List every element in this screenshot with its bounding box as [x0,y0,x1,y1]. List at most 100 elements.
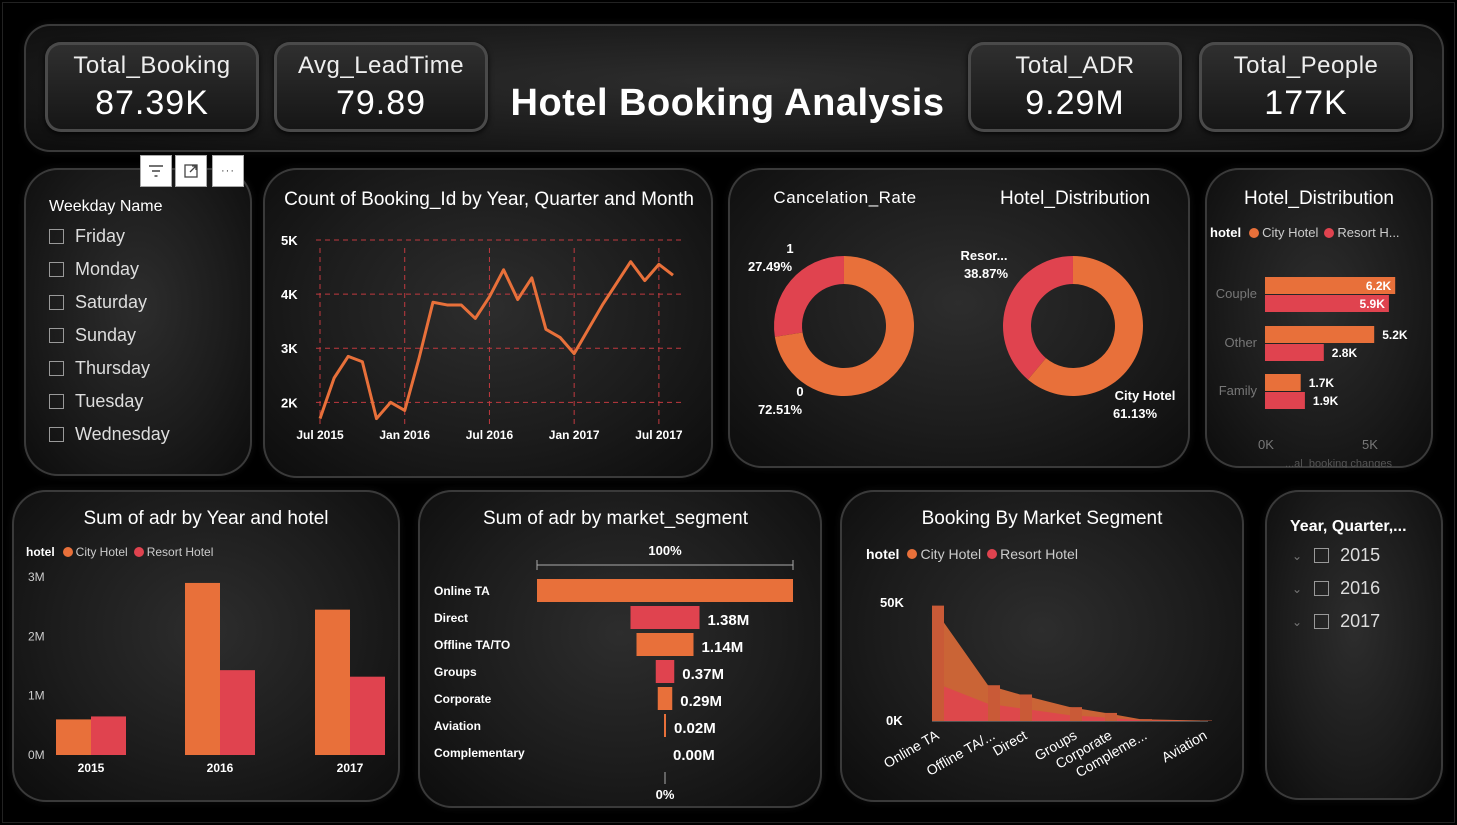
x-tick-label: Jan 2017 [549,428,600,442]
segment-column [1020,694,1032,721]
funnel-bar [664,714,666,737]
booking-line-chart[interactable]: 2K 3K 4K 5K Jul 2015 Jan 2016 Jul 2016 Jan 2017… [263,168,713,478]
weekday-label: Wednesday [75,424,170,444]
year-option[interactable]: ⌄ 2017 [1292,611,1380,632]
bar [1265,326,1375,343]
slice-pct: 38.87% [964,266,1009,281]
weekday-option[interactable]: Saturday [49,292,147,313]
adr-year-legend[interactable]: hotel City Hotel Resort Hotel [26,545,213,559]
donut-slice [774,256,914,396]
year-label: 2015 [1340,545,1381,565]
category-label: Online TA [434,584,490,598]
resort-legend-dot [987,549,998,559]
y-tick-label: 4K [281,287,298,302]
adr-by-year-chart[interactable]: 0M 1M 2M 3M 2015 2016 2017 [12,490,400,802]
y-tick-label: 0M [28,748,45,762]
chevron-down-icon[interactable]: ⌄ [1292,548,1303,563]
checkbox[interactable] [49,262,64,277]
hotel-distribution-bar-chart[interactable]: Couple 6.2K 5.9K Other 5.2K 2.8K Family 1.7K 1.9… [1205,168,1433,468]
checkbox[interactable] [1314,614,1330,629]
kpi-total-booking[interactable]: Total_Booking 87.39K [45,42,259,132]
kpi-value: 177K [1264,84,1348,122]
weekday-option[interactable]: Wednesday [49,424,170,445]
weekday-option[interactable]: Thursday [49,358,150,379]
funnel-bar [655,660,675,683]
adr-by-segment-panel [418,490,822,808]
slice-label: 0 [796,384,803,399]
segment-column [932,605,944,721]
top-label: 100% [648,543,682,558]
year-option[interactable]: ⌄ 2015 [1292,545,1380,566]
x-tick-label: 2015 [78,761,105,775]
weekday-label: Thursday [75,358,151,378]
resort-area [932,681,1208,721]
data-label: 0.37M [682,666,724,683]
more-options-icon[interactable]: ··· [212,155,244,187]
y-tick-label: 3M [28,570,45,584]
booking-by-segment-title: Booking By Market Segment [921,508,1163,529]
kpi-total-people[interactable]: Total_People 177K [1199,42,1413,132]
data-label: 1.7K [1309,376,1335,390]
category-label: Corporate [434,692,492,706]
weekday-option[interactable]: Sunday [49,325,136,346]
filter-icon[interactable] [140,155,172,187]
checkbox[interactable] [49,394,64,409]
slice-label: Resor... [961,248,1008,263]
city-legend-dot [1249,227,1260,238]
weekday-slicer-title: Weekday Name [49,198,163,215]
kpi-label: Avg_LeadTime [297,52,465,79]
legend-title: hotel [26,545,55,559]
checkbox[interactable] [1314,581,1330,596]
funnel-bar [537,579,793,602]
bar [1265,392,1305,409]
checkbox[interactable] [49,328,64,343]
weekday-option[interactable]: Monday [49,259,139,280]
chevron-down-icon[interactable]: ⌄ [1292,581,1303,596]
slice-pct: 27.49% [748,259,793,274]
checkbox[interactable] [49,427,64,442]
bar [1265,344,1324,361]
kpi-label: Total_ADR [1015,52,1135,79]
kpi-avg-leadtime[interactable]: Avg_LeadTime 79.89 [274,42,488,132]
y-tick-label: 50K [880,595,904,610]
booking-count-line [318,260,674,421]
data-label: 5.9K [1360,297,1386,311]
checkbox[interactable] [1314,548,1330,563]
x-tick-label: Jul 2015 [296,428,344,442]
legend-title: hotel [1210,225,1242,240]
booking-line-chart-panel [263,168,713,478]
city-legend-dot [907,549,918,559]
category-label: Complementary [434,746,525,760]
x-tick-label: Jul 2017 [635,428,683,442]
x-tick-label: Direct [990,727,1030,759]
page-title: Hotel Booking Analysis [510,82,945,124]
y-tick-label: 3K [281,341,298,356]
focus-mode-icon[interactable] [175,155,207,187]
resort-legend-dot [1324,227,1335,238]
chevron-down-icon[interactable]: ⌄ [1292,614,1303,629]
hotel-distribution-bar-panel [1205,168,1433,468]
bar [220,670,255,755]
year-option[interactable]: ⌄ 2016 [1292,578,1380,599]
weekday-option[interactable]: Tuesday [49,391,143,412]
hotel-distribution-donut-title: Hotel_Distribution [1000,188,1150,209]
weekday-label: Friday [75,226,126,246]
slice-label: 1 [786,241,793,256]
checkbox[interactable] [49,295,64,310]
kpi-label: Total_People [1233,52,1379,79]
legend-item: City Hotel [75,545,128,559]
hotel-bar-legend[interactable]: hotel City Hotel Resort H... [1210,225,1400,240]
booking-by-segment-panel [840,490,1244,802]
booking-segment-legend[interactable]: hotel City Hotel Resort Hotel [866,546,1078,562]
weekday-option[interactable]: Friday [49,226,125,247]
bottom-label: 0% [656,787,675,802]
donut-charts[interactable]: 1 27.49% 0 72.51% Resor... 38.87% City Hotel 61… [728,168,1190,468]
data-label: 0.29M [680,693,722,710]
adr-by-segment-chart[interactable]: 100% Online TA Direct 1.38M Offline TA/TO 1.1… [418,490,822,808]
checkbox[interactable] [49,229,64,244]
kpi-total-adr[interactable]: Total_ADR 9.29M [968,42,1182,132]
bar [56,719,91,755]
checkbox[interactable] [49,361,64,376]
category-label: Direct [434,611,468,625]
